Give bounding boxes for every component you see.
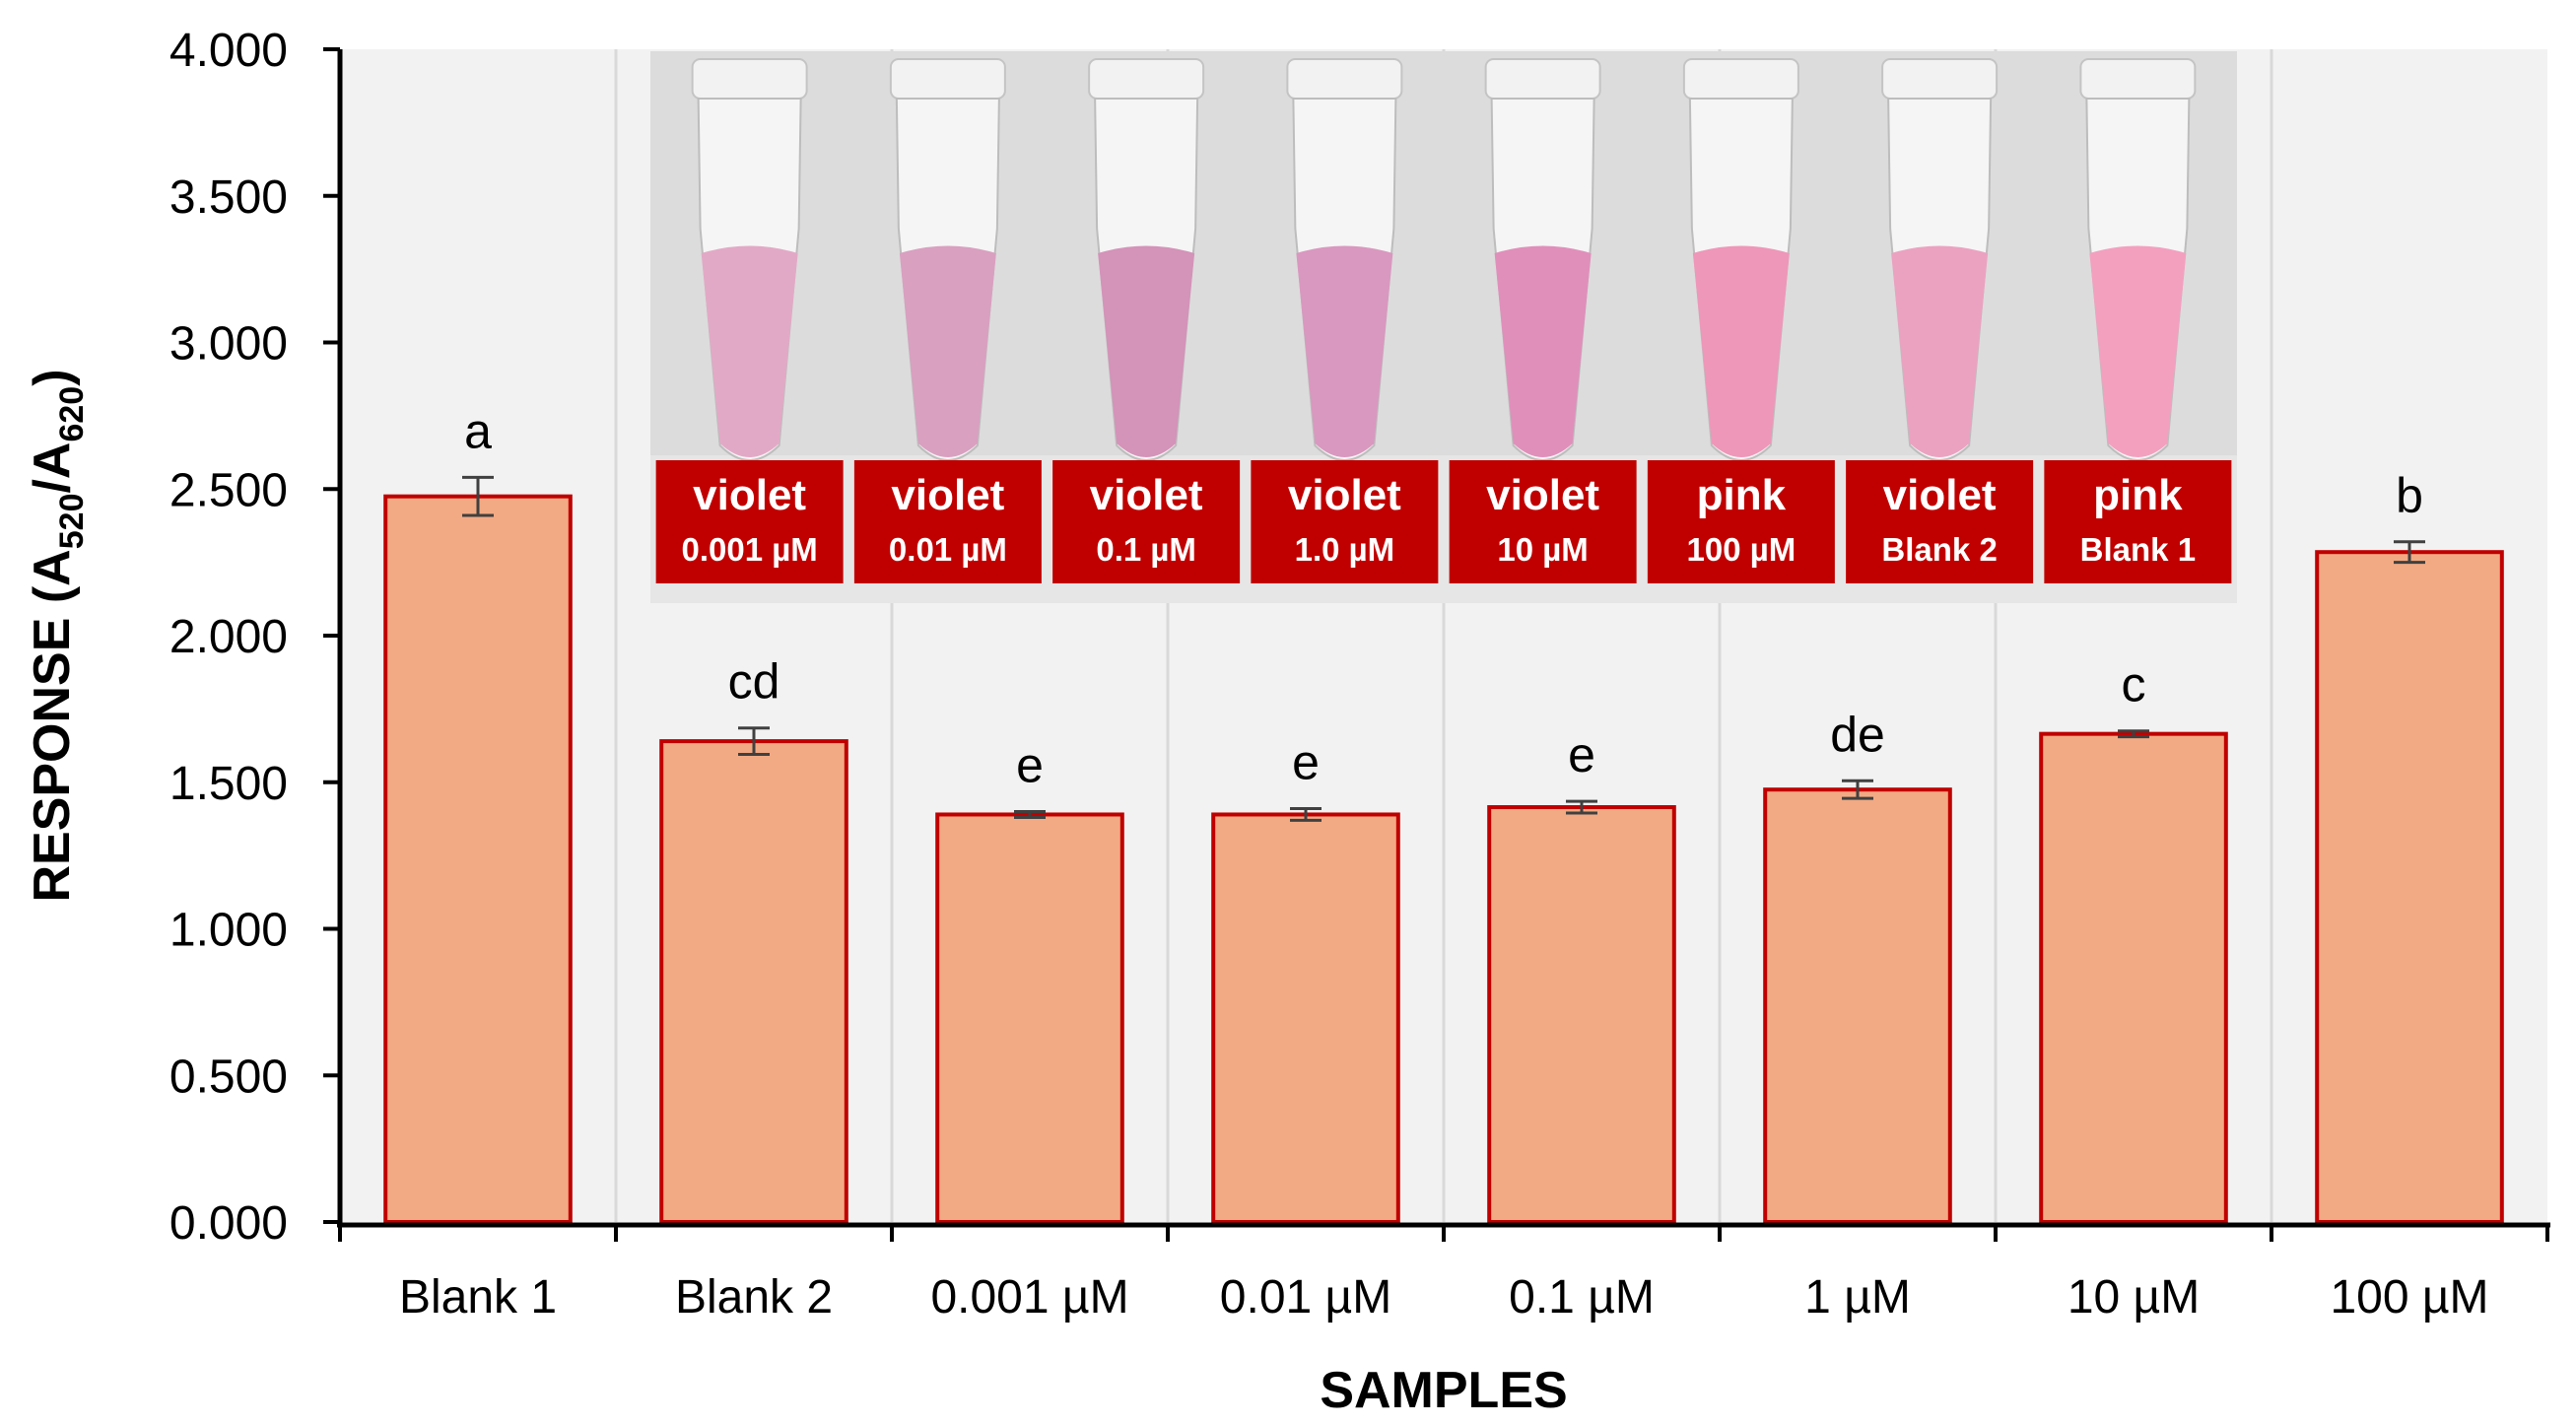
tube-concentration-label: 10 µM: [1497, 531, 1588, 568]
x-tick-label: 0.1 µM: [1509, 1271, 1655, 1324]
tube-label-box: [1647, 460, 1835, 583]
tube-liquid: [1494, 245, 1592, 457]
y-tick-label: 3.000: [169, 318, 288, 371]
y-tick-label: 2.500: [169, 464, 288, 516]
tube-cap: [889, 58, 1006, 100]
x-tick-label: 1 µM: [1804, 1271, 1911, 1324]
tube-concentration-label: Blank 2: [1881, 531, 1997, 568]
y-tick-label: 0.000: [169, 1197, 288, 1250]
y-tick-label: 3.500: [169, 171, 288, 224]
tube: violet Blank 2: [1846, 58, 2034, 583]
x-axis-title: SAMPLES: [1320, 1362, 1567, 1419]
tube-color-label: violet: [1486, 471, 1599, 519]
bars: a cd e e e de c b: [383, 403, 2504, 1224]
y-tick-label: 1.000: [169, 905, 288, 957]
tube-color-label: violet: [891, 471, 1004, 519]
x-tick-label: 100 µM: [2330, 1271, 2488, 1324]
bar: [659, 739, 848, 1224]
tube-color-label: pink: [2093, 471, 2183, 519]
tube-color-label: violet: [1288, 471, 1401, 519]
tube-cap: [691, 58, 808, 100]
tube-label-box: [1846, 460, 2034, 583]
tube-color-label: violet: [693, 471, 806, 519]
bar: [383, 494, 573, 1224]
tube: pink Blank 1: [2044, 58, 2232, 583]
bar: [1487, 805, 1676, 1224]
x-tick-label: Blank 1: [399, 1271, 557, 1324]
y-tick-label: 1.500: [169, 758, 288, 810]
significance-letter: de: [1830, 707, 1885, 762]
tube-label-box: [1251, 460, 1439, 583]
bar: [2315, 550, 2504, 1224]
bar: [1763, 787, 1952, 1224]
tube-liquid: [1098, 245, 1195, 457]
tube-cap: [1286, 58, 1403, 100]
x-tick-label: Blank 2: [675, 1271, 833, 1324]
tube-concentration-label: 0.001 µM: [681, 531, 817, 568]
y-axis-title-end: ): [24, 369, 81, 385]
tube-cap: [1088, 58, 1205, 100]
tube-liquid: [701, 245, 798, 457]
y-axis-title-sub1: 520: [53, 494, 91, 550]
y-axis-title-mid: /A: [24, 442, 81, 494]
significance-letter: e: [1292, 735, 1320, 790]
tube: violet 10 µM: [1449, 58, 1637, 583]
tube: violet 0.01 µM: [853, 58, 1042, 583]
tube: pink 100 µM: [1647, 58, 1835, 583]
tube-concentration-label: Blank 1: [2080, 531, 2196, 568]
significance-letter: b: [2396, 468, 2423, 523]
significance-letter: cd: [728, 654, 780, 710]
tube-concentration-label: 0.1 µM: [1096, 531, 1196, 568]
bar: [1211, 812, 1400, 1224]
tube-cap: [1484, 58, 1601, 100]
significance-letter: a: [464, 403, 492, 458]
y-axis-title-main: RESPONSE (A: [24, 549, 81, 902]
tube-label-box: [2044, 460, 2232, 583]
significance-letter: c: [2122, 657, 2146, 713]
tube-label-box: [655, 460, 844, 583]
tube: violet 0.1 µM: [1052, 58, 1241, 583]
tube-color-label: violet: [1883, 471, 1997, 519]
x-tick-label: 0.001 µM: [930, 1271, 1128, 1324]
tube: violet 0.001 µM: [655, 58, 844, 583]
x-tick-label: 10 µM: [2068, 1271, 2200, 1324]
tube-cap: [1682, 58, 1799, 100]
tube-label-box: [1052, 460, 1241, 583]
tube-label-box: [853, 460, 1042, 583]
y-ticks: 0.000 0.500 1.000 1.500 2.000 2.500 3.000 3.500…: [169, 25, 340, 1250]
significance-letter: e: [1568, 727, 1595, 782]
y-tick-label: 4.000: [169, 25, 288, 77]
tube-label-box: [1449, 460, 1637, 583]
x-tick-label: 0.01 µM: [1220, 1271, 1391, 1324]
bar: [935, 812, 1124, 1224]
tube: violet 1.0 µM: [1251, 58, 1439, 583]
tube-cap: [1881, 58, 1999, 100]
y-tick-label: 0.500: [169, 1051, 288, 1103]
tube-concentration-label: 100 µM: [1687, 531, 1796, 568]
x-ticks: Blank 1 Blank 2 0.001 µM 0.01 µM 0.1 µM 1 µM 1…: [338, 1225, 2549, 1324]
y-tick-label: 2.000: [169, 611, 288, 663]
significance-letter: e: [1016, 738, 1044, 793]
tube-liquid: [1891, 245, 1989, 457]
tube-concentration-label: 0.01 µM: [889, 531, 1007, 568]
tube-color-label: violet: [1090, 471, 1203, 519]
tube-liquid: [899, 245, 996, 457]
y-axis-title: RESPONSE (A520/A620): [24, 369, 91, 902]
tube-liquid: [2089, 245, 2187, 457]
bar: [2039, 731, 2228, 1224]
tube-concentration-label: 1.0 µM: [1295, 531, 1395, 568]
tube-liquid: [1692, 245, 1790, 457]
tube-color-label: pink: [1697, 471, 1787, 519]
tube-cap: [2079, 58, 2197, 100]
tube-liquid: [1296, 245, 1393, 457]
y-axis-title-sub2: 620: [53, 386, 91, 442]
